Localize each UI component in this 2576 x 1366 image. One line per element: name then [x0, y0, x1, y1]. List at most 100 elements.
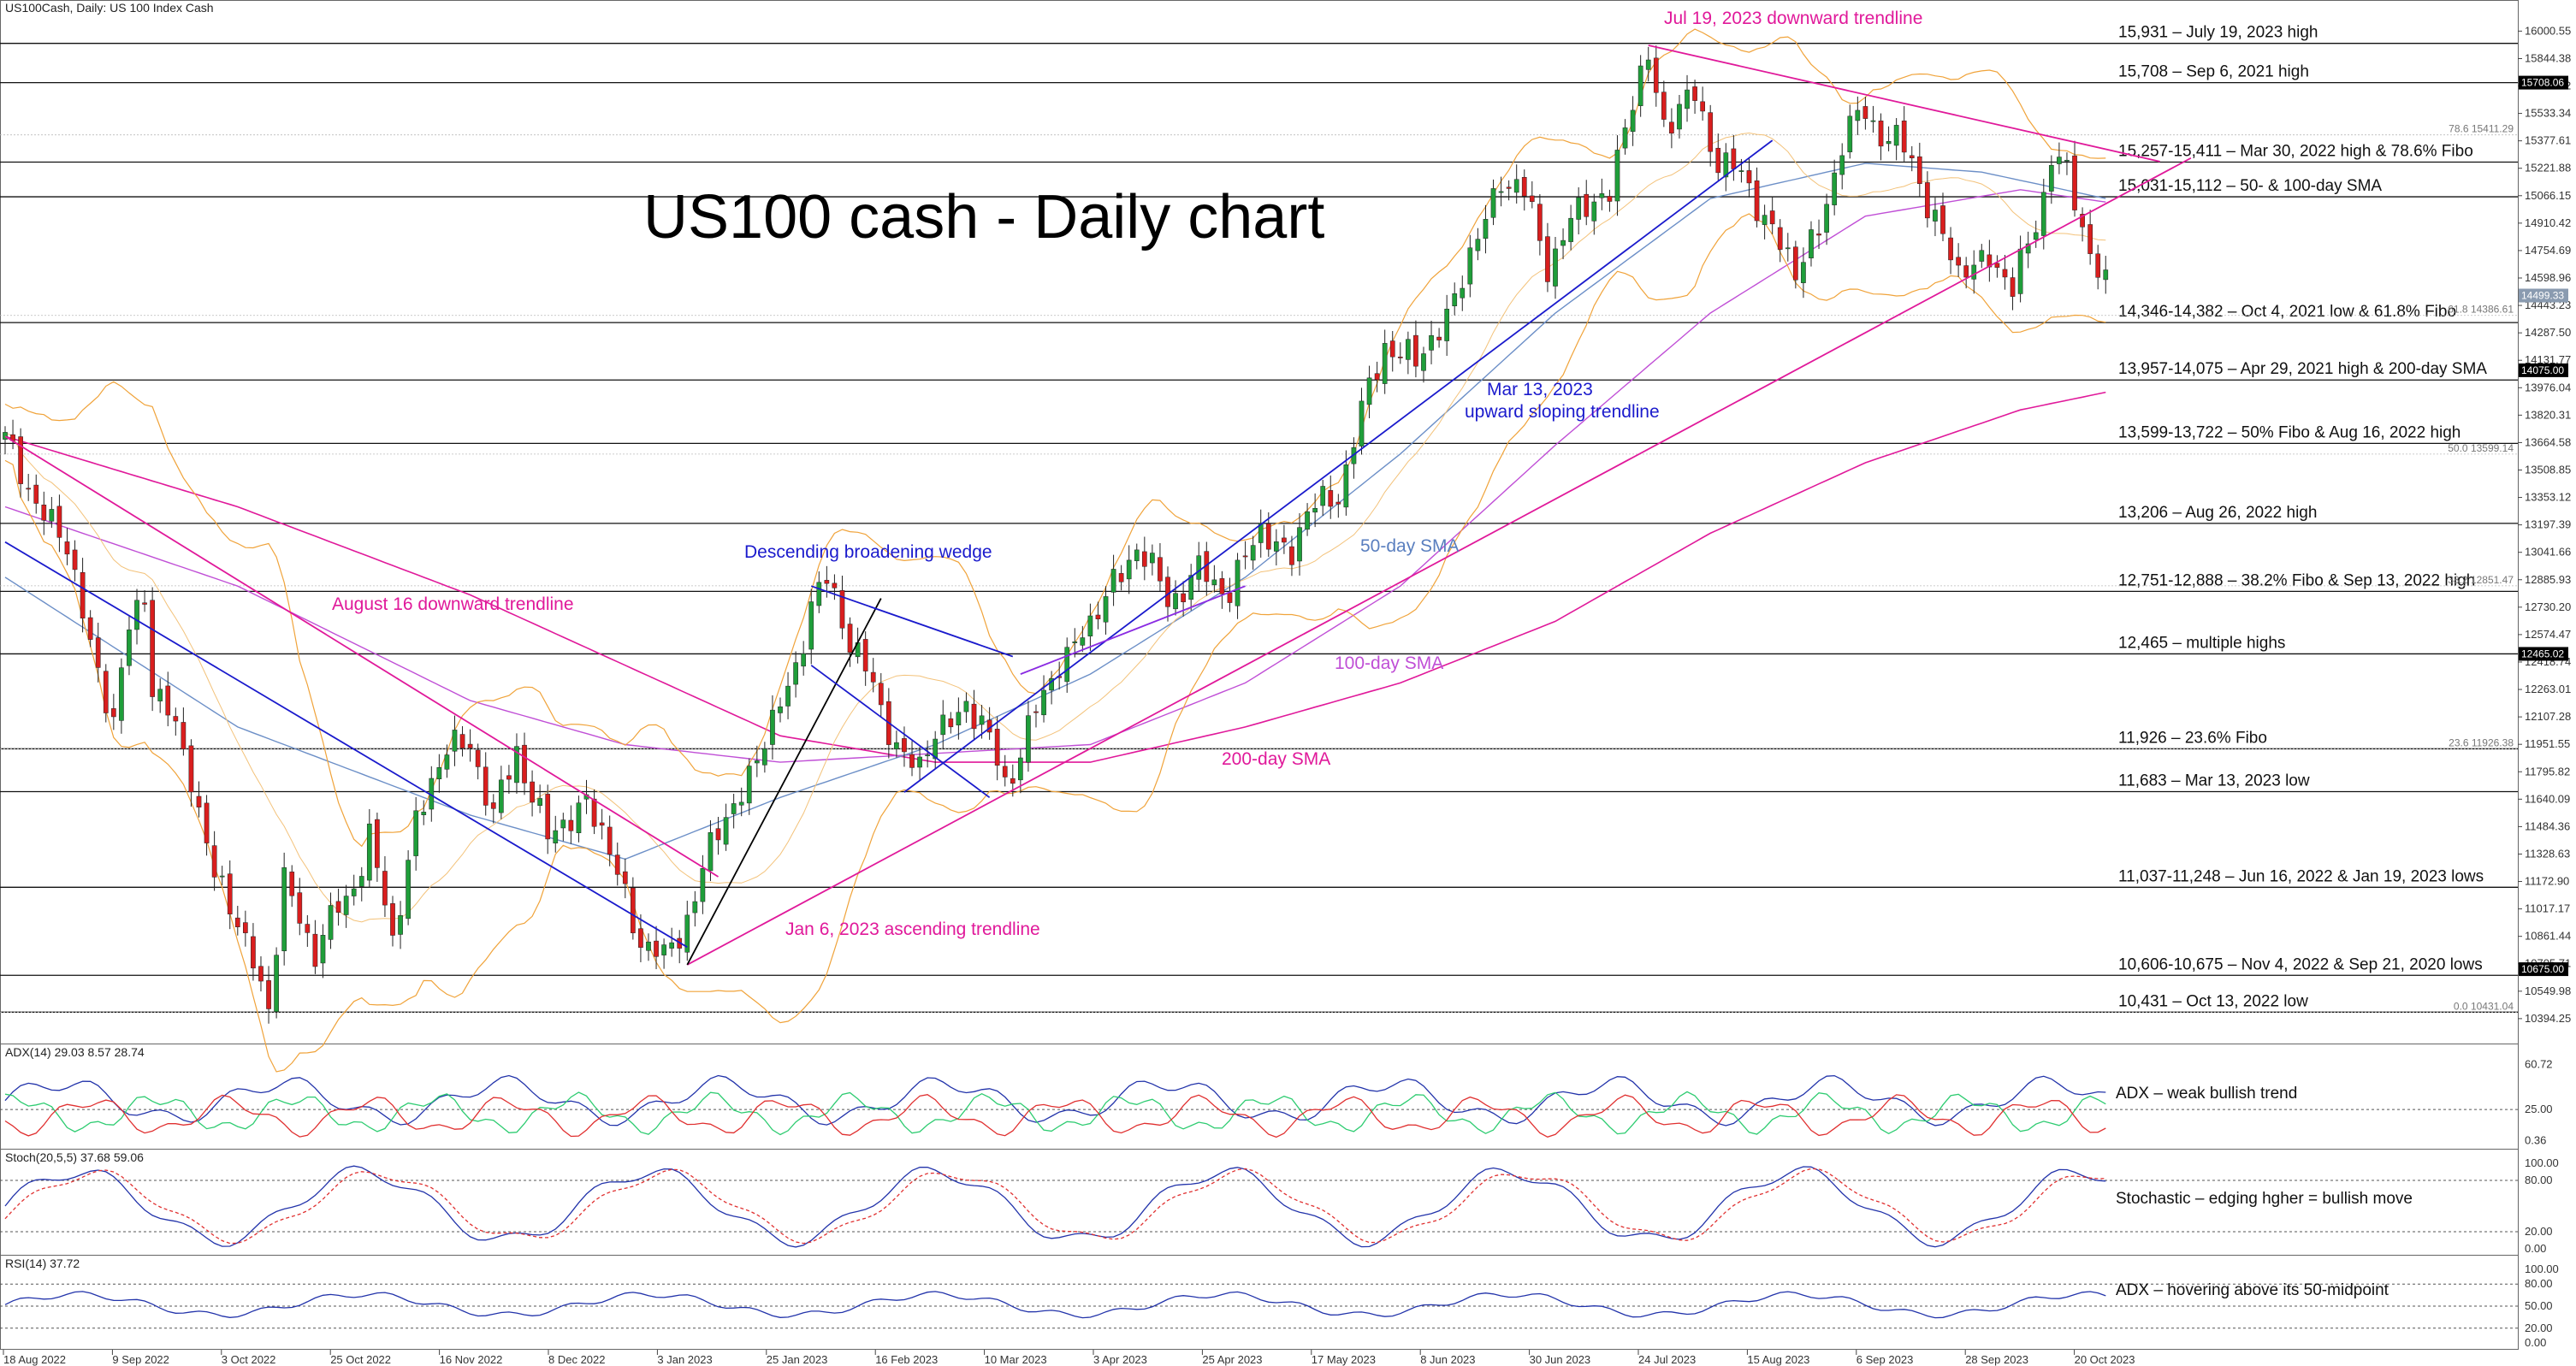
- candle-body: [87, 617, 93, 640]
- candle-body: [444, 754, 450, 770]
- candle-body: [165, 685, 171, 716]
- fib-label: 61.8 14386.61: [2448, 304, 2514, 316]
- candle-body: [1855, 109, 1861, 121]
- candle-body: [1925, 182, 1930, 219]
- annotation-aug16-trendline: August 16 downward trendline: [332, 594, 574, 614]
- candle-body: [1165, 577, 1170, 607]
- candle-body: [227, 873, 233, 914]
- price-tick-label: 14287.50: [2525, 326, 2571, 339]
- candle-body: [1289, 546, 1294, 565]
- candle-body: [1754, 180, 1760, 222]
- candle-body: [110, 708, 116, 718]
- price-tick-label: 12885.93: [2525, 573, 2571, 586]
- candle-body: [1382, 343, 1388, 384]
- stoch-k-line: [4, 1165, 2106, 1248]
- price-tick-label: 16000.55: [2525, 24, 2571, 37]
- candle-body: [1490, 188, 1496, 218]
- candle-body: [18, 436, 23, 484]
- plus-di-line: [4, 1091, 2106, 1136]
- annotation-broadening-wedge: Descending broadening wedge: [744, 542, 992, 562]
- time-tick-label: 16 Feb 2023: [875, 1353, 938, 1366]
- wedge-lower-line: [810, 665, 991, 799]
- candle-body: [738, 801, 744, 806]
- descending-channel-line: [4, 541, 688, 949]
- candle-body: [1282, 537, 1287, 543]
- level-label: 14,346-14,382 – Oct 4, 2021 low & 61.8% …: [2118, 303, 2456, 321]
- candle-body: [631, 887, 636, 933]
- candle-body: [979, 715, 985, 725]
- candle-body: [1576, 197, 1582, 220]
- candle-body: [1785, 247, 1791, 250]
- candle-body: [1196, 555, 1202, 580]
- candle-body: [754, 760, 760, 764]
- stoch-panel-tick-label: 20.00: [2525, 1225, 2553, 1238]
- candle-body: [1118, 573, 1124, 582]
- candle-body: [1653, 57, 1659, 93]
- candle-body: [1568, 217, 1573, 242]
- price-tick-label: 13508.85: [2525, 463, 2571, 476]
- candle-body: [894, 742, 899, 749]
- trendlines: [4, 44, 2192, 966]
- price-tick-label: 15066.15: [2525, 189, 2571, 202]
- fib-label: 0.0 10431.04: [2454, 1000, 2514, 1012]
- candle-body: [1645, 59, 1651, 70]
- candle-body: [1188, 575, 1194, 600]
- candle-body: [1134, 549, 1140, 561]
- time-tick-label: 6 Sep 2023: [1856, 1353, 1914, 1366]
- price-tick-label: 10549.98: [2525, 985, 2571, 997]
- candle-body: [731, 803, 737, 814]
- candle-body: [459, 734, 465, 748]
- candle-body: [692, 901, 698, 914]
- fib-label: 38.2 12851.47: [2448, 574, 2514, 586]
- candle-body: [103, 671, 109, 713]
- candle-body: [266, 980, 271, 1009]
- candle-body: [398, 915, 403, 935]
- level-label: 11,683 – Mar 13, 2023 low: [2118, 772, 2310, 789]
- candle-body: [2087, 224, 2093, 254]
- candle-body: [1685, 89, 1690, 109]
- candle-body: [770, 709, 775, 745]
- candle-body: [1141, 551, 1147, 567]
- candle-body: [1886, 141, 1892, 145]
- time-tick-label: 18 Aug 2022: [3, 1353, 66, 1366]
- jan6-ascending-trendline: [686, 157, 2192, 966]
- price-tag-label: 14075.00: [2521, 364, 2564, 376]
- rsi-note: ADX – hovering above its 50-midpoint: [2116, 1281, 2389, 1299]
- annotation-sma200: 200-day SMA: [1222, 749, 1330, 769]
- candle-body: [436, 767, 442, 780]
- candle-body: [2095, 253, 2101, 278]
- candle-body: [708, 832, 714, 872]
- time-tick-label: 25 Apr 2023: [1202, 1353, 1262, 1366]
- candle-body: [1769, 210, 1775, 225]
- candle-body: [1258, 523, 1264, 543]
- candle-body: [1878, 121, 1884, 147]
- candle-body: [1150, 553, 1155, 564]
- candle-body: [522, 744, 527, 784]
- candle-body: [1940, 205, 1945, 234]
- candles: [3, 45, 2109, 1024]
- candle-body: [2040, 192, 2046, 236]
- candle-body: [661, 944, 666, 955]
- level-label: 15,031-15,112 – 50- & 100-day SMA: [2118, 177, 2382, 195]
- candle-body: [778, 707, 783, 713]
- candle-body: [1909, 155, 1915, 158]
- candle-body: [1956, 257, 1961, 266]
- candle-body: [1746, 170, 1752, 184]
- level-label: 13,206 – Aug 26, 2022 high: [2118, 504, 2317, 522]
- candle-body: [1335, 501, 1341, 505]
- price-tick-label: 12574.47: [2525, 628, 2571, 641]
- candle-body: [715, 828, 721, 841]
- candle-body: [2103, 269, 2109, 281]
- candle-body: [467, 743, 473, 748]
- candle-body: [1211, 579, 1217, 586]
- candle-body: [847, 624, 853, 653]
- candle-body: [196, 795, 202, 807]
- candle-body: [1529, 195, 1535, 202]
- candle-body: [1630, 109, 1636, 133]
- candle-body: [1901, 121, 1907, 153]
- price-tick-label: 11951.55: [2525, 737, 2570, 750]
- candle-body: [545, 794, 551, 840]
- candle-body: [862, 639, 868, 671]
- candle-body: [219, 875, 225, 878]
- candle-body: [2002, 269, 2008, 278]
